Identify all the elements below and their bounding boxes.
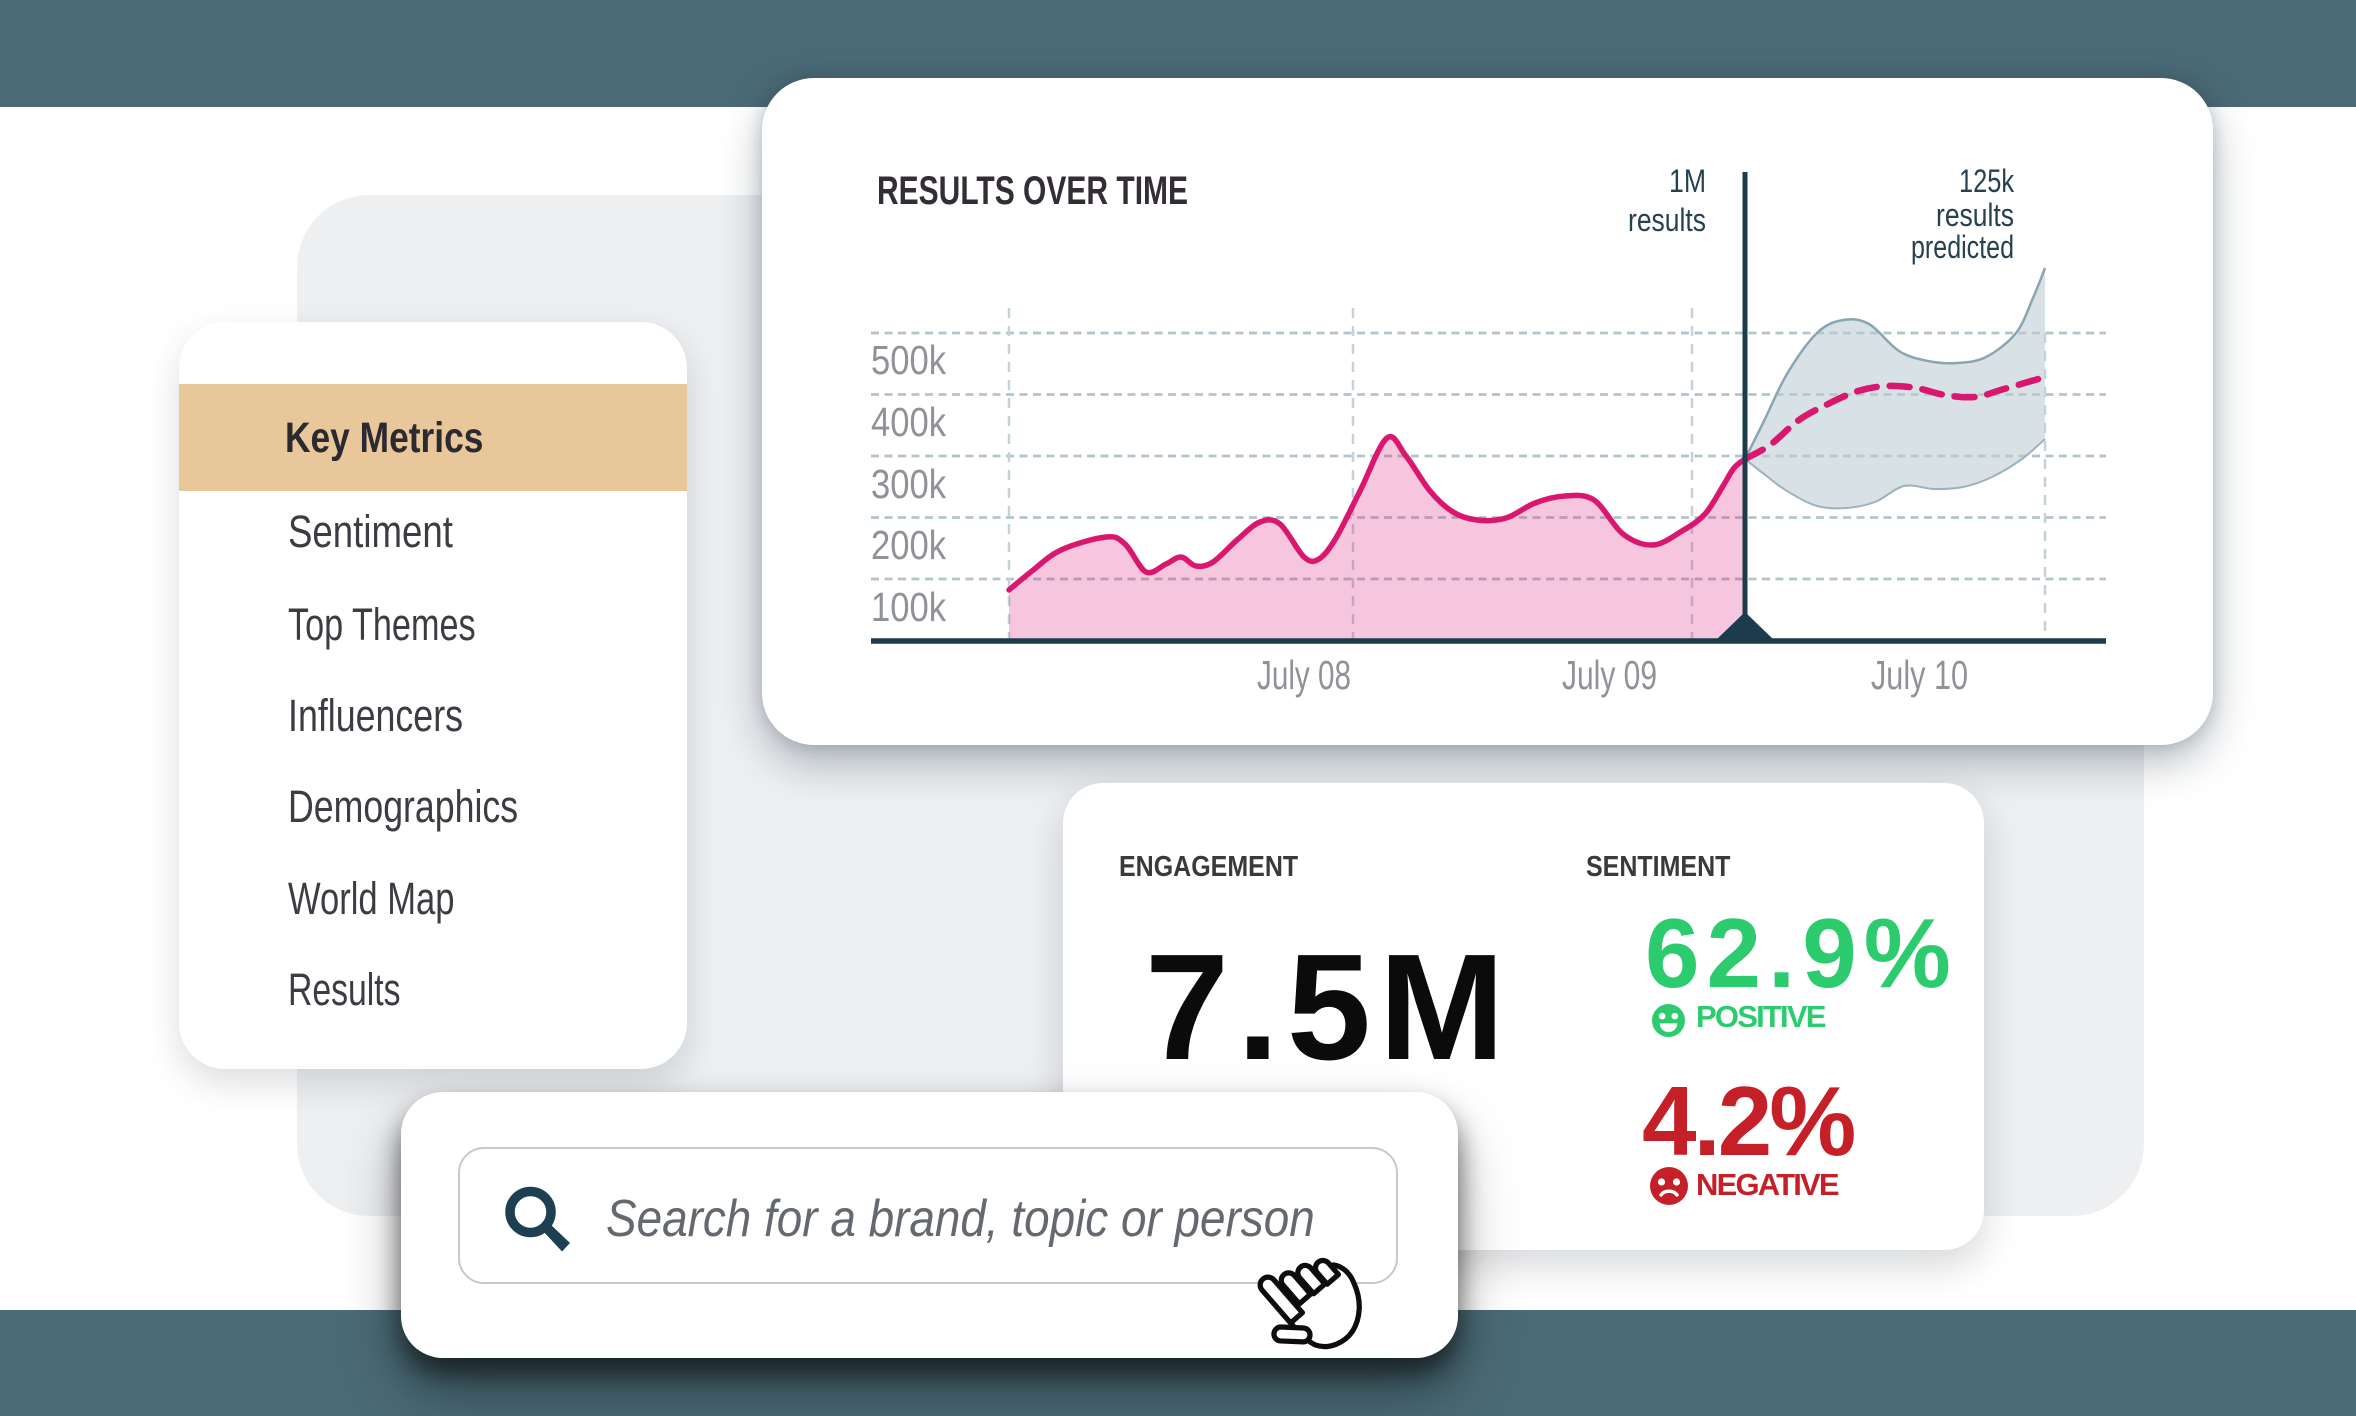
svg-text:300k: 300k — [871, 461, 946, 507]
svg-text:125k: 125k — [1959, 163, 2015, 199]
svg-text:500k: 500k — [871, 337, 946, 383]
svg-text:results: results — [1936, 197, 2014, 233]
svg-text:July 08: July 08 — [1257, 652, 1351, 698]
svg-text:results: results — [1628, 202, 1706, 238]
svg-text:1M: 1M — [1669, 163, 1706, 199]
svg-text:100k: 100k — [871, 584, 946, 630]
svg-text:200k: 200k — [871, 522, 946, 568]
svg-text:July 10: July 10 — [1871, 652, 1968, 698]
svg-text:July 09: July 09 — [1562, 652, 1657, 698]
svg-text:400k: 400k — [871, 399, 946, 445]
svg-text:predicted: predicted — [1911, 229, 2014, 265]
svg-text:RESULTS OVER TIME: RESULTS OVER TIME — [877, 169, 1188, 213]
